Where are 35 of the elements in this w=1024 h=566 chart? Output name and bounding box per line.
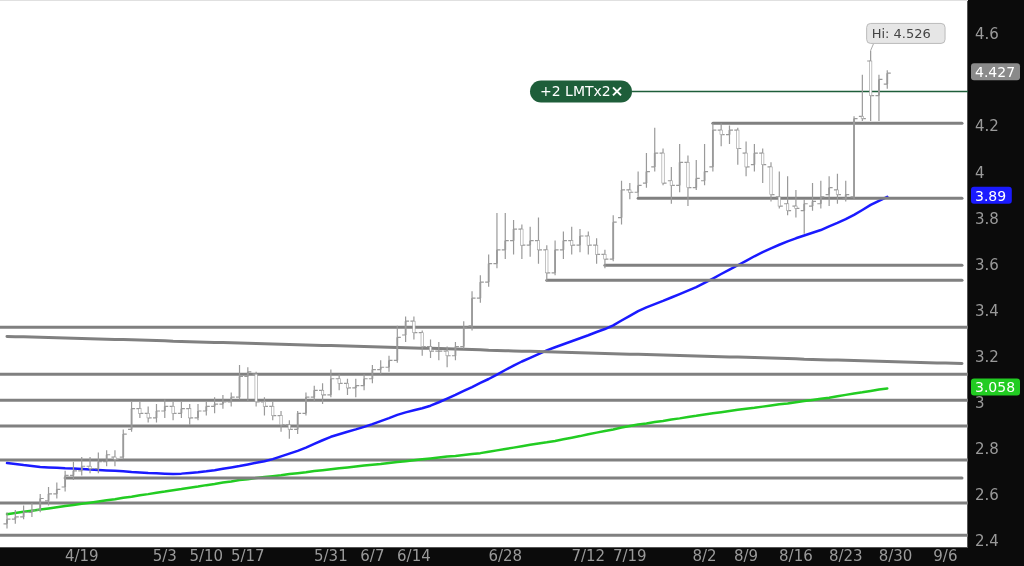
x-tick-label: 8/30 [878,547,913,565]
x-tick-label: 5/10 [189,547,224,565]
x-tick-label: 6/7 [360,547,385,565]
y-tick-label: 4.2 [975,117,999,136]
x-tick-label: 8/9 [734,547,759,565]
x-tick-label: 5/17 [230,547,265,565]
x-tick-label: 8/23 [828,547,863,565]
text: 4.427 [975,64,1016,81]
x-tick-label: 8/16 [779,547,813,565]
line-series [5,387,889,516]
y-tick-label: 3 [975,393,985,412]
x-tick-label: 5/3 [152,547,177,565]
y-tick-label: 3.8 [975,209,999,228]
text: 3.89 [975,187,1007,204]
x-tick-label: 6/28 [488,547,523,565]
x-tick-label: 8/2 [692,547,717,565]
y-tick-label: 4 [975,163,985,182]
line-series [5,334,964,366]
ref-line-label: +2 LMTx2 [540,83,611,100]
line-series [5,195,889,476]
y-tick-label: 4.6 [975,25,999,44]
text: 3.058 [975,379,1016,396]
x-tick-label: 5/31 [314,547,348,565]
x-tick-label: 4/19 [64,547,99,565]
x-tick-label: 7/12 [571,547,606,565]
y-tick-label: 2.8 [975,439,999,458]
y-tick-label: 2.6 [975,485,999,504]
x-tick-label: 7/19 [612,547,647,565]
x-tick-label: 9/6 [933,547,958,565]
y-tick-label: 2.4 [975,531,999,550]
y-tick-label: 3.4 [975,301,999,320]
annotation: Hi: 4.526 [871,26,931,42]
x-tick-label: 6/14 [397,547,431,565]
y-tick-label: 3.6 [975,255,999,274]
y-tick-label: 3.2 [975,347,999,366]
